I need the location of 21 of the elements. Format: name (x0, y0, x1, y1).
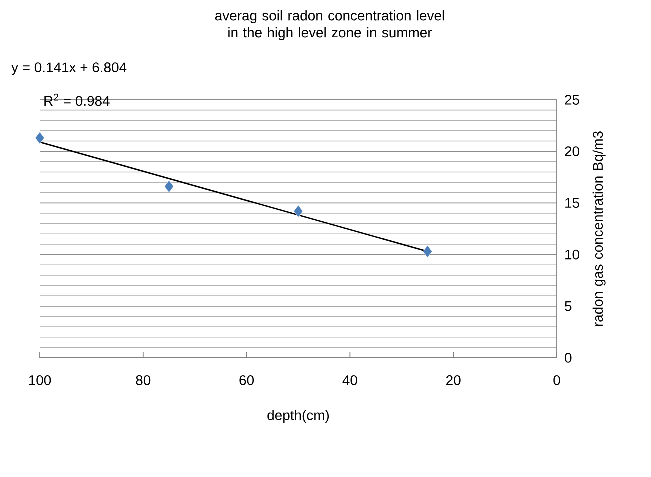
annotation: R$^{2}$ = 0.984 (44, 94, 110, 106)
y-tick-label: 15 (566, 198, 580, 208)
text: y = 0.141x + 6.804 (12, 62, 127, 76)
y-tick-label: 0 (565, 353, 572, 363)
chart-title: averag soil radon concentration level in the high level zone in summer (215, 10, 444, 40)
x-tick-label: 100 (29, 375, 52, 386)
x-tick-label: 60 (240, 375, 254, 386)
x-tick-label: 80 (136, 375, 151, 386)
point (164, 180, 174, 193)
point (423, 246, 432, 258)
x-tick-label: 40 (342, 375, 358, 386)
x-axis-title: depth(cm) (268, 410, 330, 424)
x-tick-label: 20 (446, 375, 461, 386)
x-tick-label: 0 (554, 375, 560, 386)
y-tick-label: 25 (565, 95, 580, 105)
y-tick-label: 20 (565, 146, 580, 157)
point (294, 205, 304, 218)
y-axis-title: radon gas concentration Bq/m3 (592, 132, 606, 326)
y-tick-label: 5 (565, 302, 572, 312)
y-tick-label: 10 (566, 250, 580, 260)
point (35, 132, 45, 144)
